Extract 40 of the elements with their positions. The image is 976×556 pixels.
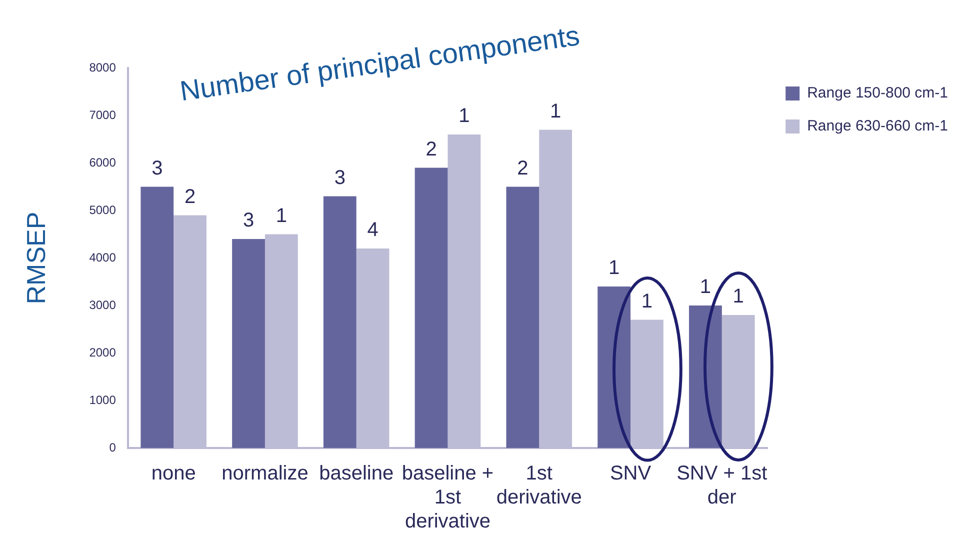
x-tick-label: 1st derivative	[496, 462, 582, 509]
bar	[140, 186, 174, 448]
legend-label: Range 150-800 cm-1	[807, 84, 948, 102]
y-tick-label: 2000	[89, 345, 116, 360]
x-tick-label: baseline + 1st derivative	[402, 462, 494, 533]
x-tick-label: SNV + 1st der	[676, 462, 768, 509]
annotation: 1	[608, 257, 620, 280]
y-tick-label: 5000	[89, 202, 116, 217]
x-tick-label: normalize	[222, 462, 308, 485]
annotation: 3	[242, 210, 254, 232]
bar	[414, 168, 448, 448]
annotation: 2	[426, 138, 437, 160]
annotation: 3	[334, 166, 346, 189]
y-tick-label: 8000	[89, 60, 116, 74]
annotation: 1	[276, 204, 287, 227]
legend-label: Range 630-660 cm-1	[807, 118, 948, 135]
bar	[688, 306, 722, 448]
bar	[598, 286, 631, 448]
y-tick-label: 4000	[89, 250, 116, 264]
annotation: 2	[184, 186, 196, 208]
annotation: 1	[641, 290, 653, 312]
annotation: 3	[152, 157, 163, 180]
annotation: 4	[367, 219, 378, 242]
bar	[323, 196, 356, 448]
bar	[232, 239, 265, 448]
annotation: 1	[732, 286, 744, 308]
y-tick-label: 7000	[89, 108, 116, 122]
x-tick-label: baseline	[319, 462, 394, 485]
y-tick-label: 0	[109, 440, 116, 454]
annotation: 1	[458, 105, 470, 128]
bar	[506, 186, 540, 448]
x-tick-label: SNV	[610, 462, 652, 485]
y-tick-label: 6000	[89, 155, 116, 170]
annotation: 1	[550, 100, 562, 122]
x-tick-label: none	[151, 462, 196, 485]
y-tick-label: 3000	[89, 298, 116, 312]
y-tick-label: 1000	[89, 392, 116, 407]
y-axis-title: RMSEP	[20, 212, 51, 304]
annotation: 1	[700, 276, 712, 298]
annotation: 2	[517, 157, 528, 180]
